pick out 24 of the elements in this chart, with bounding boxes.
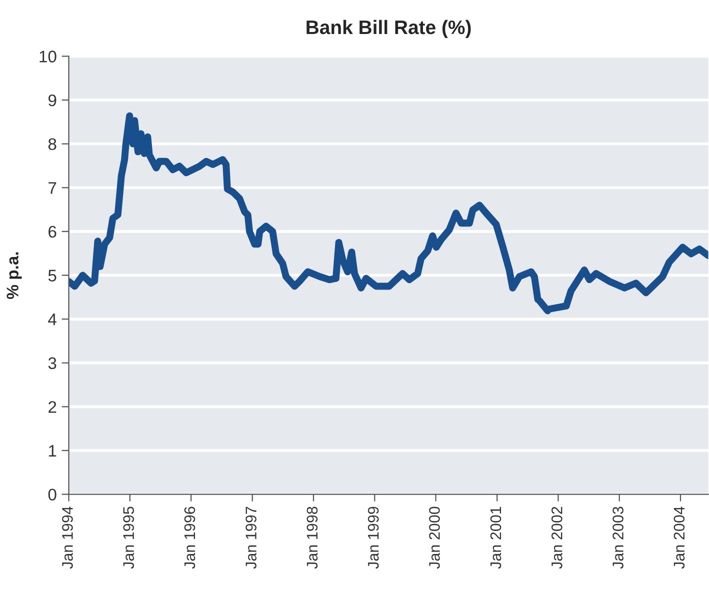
chart-title: Bank Bill Rate (%)	[306, 20, 471, 38]
y-tick-label: 9	[48, 94, 56, 106]
x-tick-label: Jan 2000	[429, 506, 440, 569]
y-tick-label: 0	[48, 488, 56, 501]
x-tick-label: Jan 1998	[306, 506, 318, 569]
y-tick-label: 10	[40, 50, 56, 62]
x-tick-label: Jan 1995	[123, 506, 134, 569]
x-tick-label: Jan 1999	[368, 506, 379, 569]
y-tick-label: 6	[48, 226, 56, 238]
x-tick-label: Jan 1996	[184, 506, 196, 569]
x-tick-label: Jan 2003	[612, 506, 624, 569]
y-tick-label: 3	[48, 357, 56, 370]
x-tick-label: Jan 1997	[246, 506, 256, 569]
x-tick-label: Jan 1994	[62, 506, 73, 569]
y-axis-title: % p.a.	[6, 252, 22, 299]
y-tick-label: 2	[48, 401, 56, 413]
y-tick-label: 5	[48, 270, 56, 282]
x-tick-label: Jan 2001	[490, 506, 502, 569]
x-tick-label: Jan 2004	[674, 506, 685, 569]
y-tick-label: 7	[48, 182, 56, 194]
y-tick-label: 4	[48, 314, 56, 326]
y-tick-label: 8	[48, 138, 56, 150]
y-tick-label: 1	[48, 445, 56, 457]
x-tick-label: Jan 2002	[551, 506, 562, 569]
